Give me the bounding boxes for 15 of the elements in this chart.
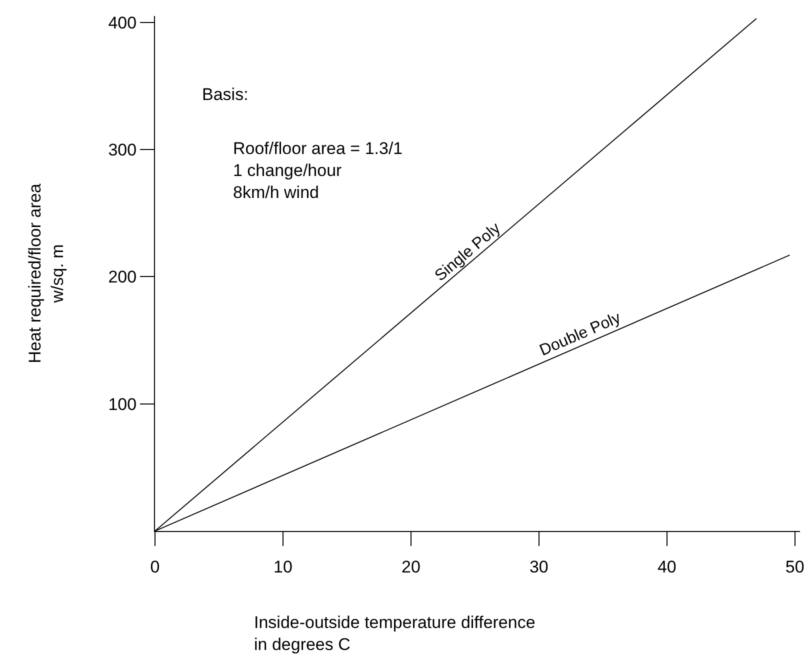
y-tick-label: 200 [108,268,137,287]
x-tick-label: 20 [401,557,420,576]
text: Double Poly [537,310,624,360]
x-tick-label: 40 [657,557,676,576]
y-tick-label: 100 [108,394,137,414]
x-tick-label: 30 [529,557,548,576]
x-tick-label: 50 [785,557,804,576]
y-axis-title: Heat required/floor area w/sq. m [26,183,67,364]
x-tick-label: 10 [274,557,292,576]
y-tick-label: 300 [108,140,137,160]
x-tick-label: 0 [150,557,160,576]
annotation: Basis: [202,85,248,104]
annotation: Roof/floor area = 1.3/1 1 change/hour 8km/h wind [233,139,403,202]
y-tick-label: 400 [108,13,137,32]
x-axis-title: Inside-outside temperature difference in degrees C [254,613,536,654]
